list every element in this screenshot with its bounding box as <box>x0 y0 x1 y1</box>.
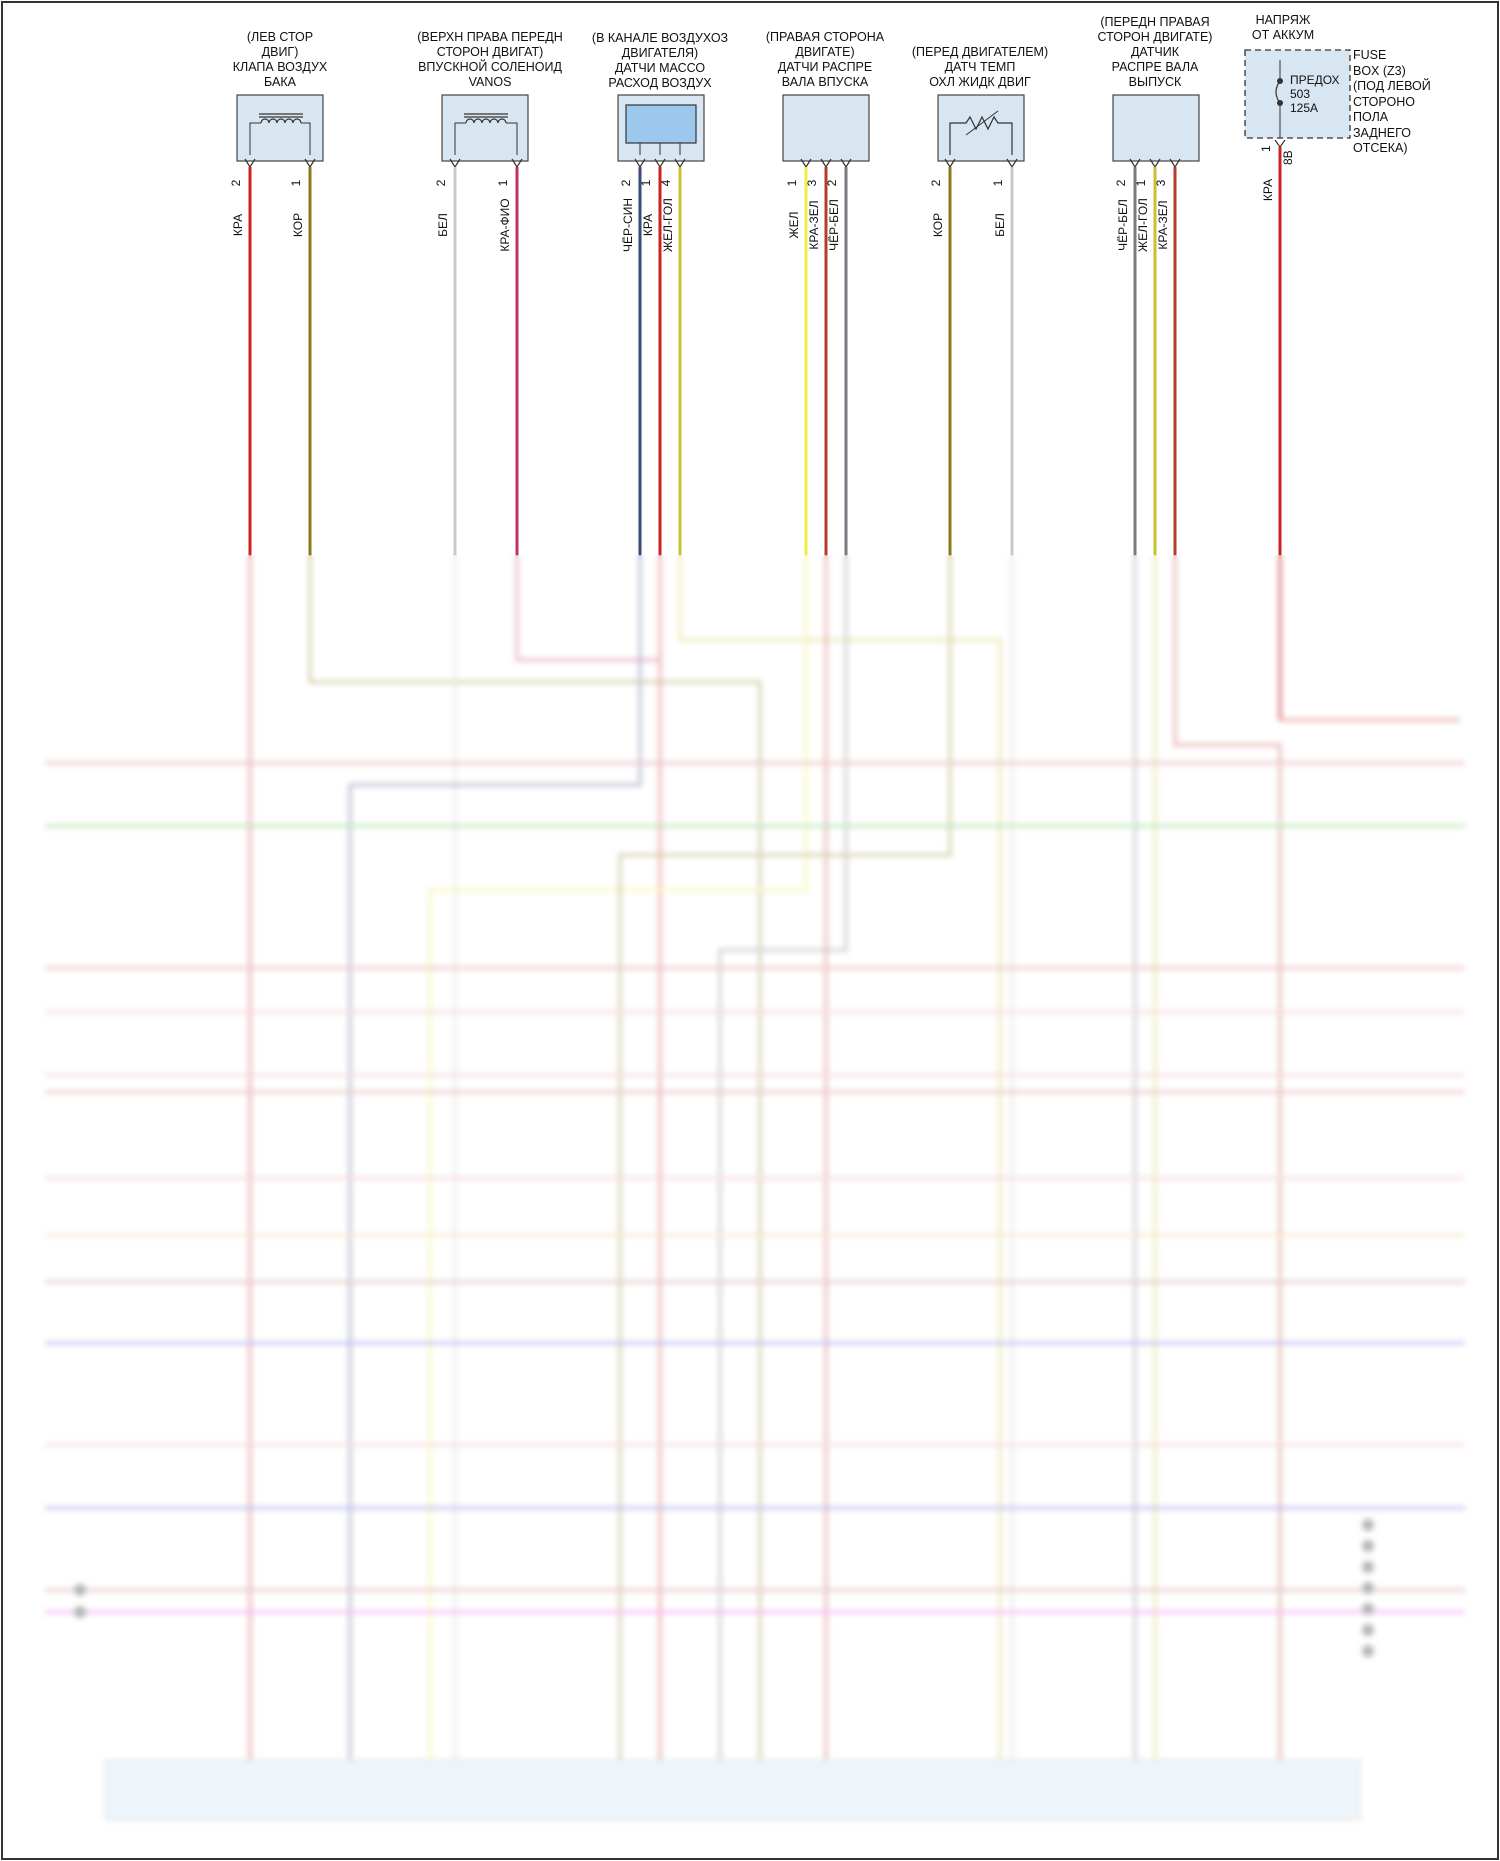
connector-c2-body <box>441 94 529 162</box>
pin-number-1: 1 <box>991 179 1005 186</box>
pin-terminal <box>1274 139 1286 149</box>
connector-c6-body <box>1112 94 1200 162</box>
wire-color-label: КОР <box>931 213 945 237</box>
fuse-icon <box>1275 80 1281 104</box>
pin-number-1: 1 <box>1134 179 1148 186</box>
wire-color-label: БЕЛ <box>993 213 1007 237</box>
wire-color-label: ЖЕЛ-ГОЛ <box>1136 198 1150 252</box>
coil-turn <box>497 118 507 124</box>
battery-voltage-label: НАПРЯЖ ОТ АККУМ <box>1251 13 1315 42</box>
wire-color-label: КРА <box>1261 179 1275 201</box>
fuse-box-outline <box>1244 49 1351 139</box>
pin-number-3: 3 <box>805 179 819 186</box>
pin-number-1: 1 <box>496 179 510 186</box>
pin-number-4: 4 <box>659 179 673 186</box>
thermistor-arrow <box>965 110 999 136</box>
wire-color-label: КОР <box>291 213 305 237</box>
pin-number-1: 1 <box>289 179 303 186</box>
caption-intake-camshaft-sensor: (ПРАВАЯ СТОРОНА ДВИГАТЕ) ДАТЧИ РАСПРЕ ВА… <box>765 30 885 89</box>
wire-color-label: КРА-ФИО <box>498 198 512 251</box>
wire-color-label: ЖЕЛ-ГОЛ <box>661 198 675 252</box>
wire-color-label: ЧЁР-СИН <box>621 198 635 252</box>
pin-number-2: 2 <box>929 179 943 186</box>
thermistor-icon <box>949 110 1013 155</box>
coil-turn <box>292 118 302 124</box>
wire-color-label: КРА-ЗЕЛ <box>807 200 821 249</box>
pin-number-2: 2 <box>619 179 633 186</box>
thermistor-zigzag <box>949 115 1013 155</box>
wire-color-label: ЧЁР-БЕЛ <box>1116 199 1130 251</box>
pin-number-2: 2 <box>229 179 243 186</box>
connector-c5-body <box>937 94 1025 162</box>
pin-number-2: 2 <box>1114 179 1128 186</box>
sensor-element-icon <box>625 104 697 144</box>
solenoid-coil-icon <box>454 113 518 155</box>
fuse-pin-number: 1 <box>1259 145 1273 152</box>
pin-number-1: 1 <box>785 179 799 186</box>
pin-number-1: 1 <box>639 179 653 186</box>
wire-color-label: ЧЁР-БЕЛ <box>827 199 841 251</box>
pin-number-2: 2 <box>825 179 839 186</box>
connector-c4-body <box>782 94 870 162</box>
wire-color-label: БЕЛ <box>436 213 450 237</box>
coil-lead <box>249 122 261 155</box>
wire-color-label: КРА-ЗЕЛ <box>1156 200 1170 249</box>
pin-number-2: 2 <box>434 179 448 186</box>
fuse-503-label: ПРЕДОХ 503 125A <box>1290 73 1340 115</box>
caption-mass-airflow-sensor: (В КАНАЛЕ ВОЗДУХОЗ ДВИГАТЕЛЯ) ДАТЧИ МАСС… <box>591 31 729 90</box>
coil-lead <box>454 122 466 155</box>
solenoid-coil-icon <box>249 113 311 155</box>
caption-vanos-solenoid: (ВЕРХН ПРАВА ПЕРЕДН СТОРОН ДВИГАТ) ВПУСК… <box>417 30 563 89</box>
blurred-lower-area <box>4 555 1496 1857</box>
caption-coolant-temp-sensor: (ПЕРЕД ДВИГАТЕЛЕМ) ДАТЧ ТЕМП ОХЛ ЖИДК ДВ… <box>911 45 1049 89</box>
wire-color-label: КРА <box>641 214 655 236</box>
pin-number-3: 3 <box>1154 179 1168 186</box>
fuse-pin-code: 8В <box>1281 150 1295 165</box>
connector-c1-body <box>236 94 324 162</box>
caption-intake-tank-valve: (ЛЕВ СТОР ДВИГ) КЛАПА ВОЗДУХ БАКА <box>232 30 328 89</box>
caption-exhaust-camshaft-sensor: (ПЕРЕДН ПРАВАЯ СТОРОН ДВИГАТЕ) ДАТЧИК РА… <box>1097 15 1213 89</box>
wire-color-label: ЖЕЛ <box>787 212 801 239</box>
coil-lead <box>301 122 311 155</box>
wire-color-label: КРА <box>231 214 245 236</box>
fuse-box-label: FUSE BOX (Z3) (ПОД ЛЕВОЙ СТОРОНО ПОЛА ЗА… <box>1353 48 1431 155</box>
coil-lead <box>506 122 518 155</box>
